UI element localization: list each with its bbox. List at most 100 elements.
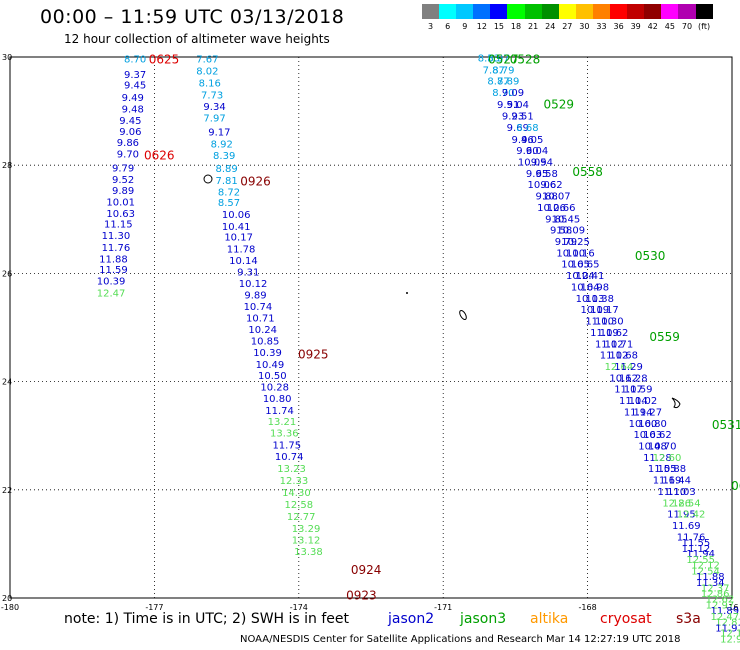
lat-lon-grid [10,57,732,598]
wave-height-value: 8.16 [199,79,221,90]
wave-height-value: 13.29 [292,524,321,535]
wave-height-value: 9.34 [203,102,225,113]
wave-height-value: 12.54 [672,498,701,509]
scale-swatch [678,4,696,19]
wave-height-value: 7.81 [215,176,237,187]
wave-height-value: 10.13 [576,294,605,305]
wave-height-value: 11.10 [585,317,614,328]
scale-swatch [695,4,713,19]
wave-height-value: 13.23 [277,464,306,475]
wave-height-value: 9.06 [119,127,141,138]
wave-height-value: 8.70 [124,55,146,66]
wave-height-value: 10.26 [537,203,566,214]
wave-height-value: 8.70 [492,88,514,99]
wave-height-value: 13.38 [294,547,323,558]
wave-height-value: 9.05 [521,135,543,146]
wave-height-value: 8.89 [215,164,237,175]
wave-height-value: 8.68 [516,123,538,134]
pass-time-label: 0924 [351,563,382,577]
wave-height-value: 11.75 [272,440,301,451]
x-tick-label: -177 [145,603,163,612]
wave-height-value: 10.17 [224,233,253,244]
wave-height-value: 12.86 [701,589,730,600]
wave-height-value: 8.97 [487,54,509,65]
wave-height-value: 13.21 [268,417,297,428]
x-tick-label: -16 [725,603,738,612]
wave-height-value: 11.04 [619,396,648,407]
pass-time-label: 0559 [649,330,680,344]
wave-height-value: 12.58 [284,500,313,511]
wave-height-value: 10.30 [595,317,624,328]
wave-height-value: 9.46 [511,135,533,146]
scale-swatch [592,4,611,19]
wave-height-value: 10.63 [633,430,662,441]
wave-height-value: 12.60 [653,453,682,464]
legend-s3a: s3a [676,611,701,627]
wave-height-value: 10.63 [106,209,135,220]
wave-height-value: 12.77 [287,512,316,523]
wave-height-value: 10.49 [256,360,285,371]
wave-height-value: 9.62 [540,180,562,191]
scale-swatch [439,4,457,19]
wave-height-value: 10.60 [629,419,658,430]
scale-label: 21 [528,22,539,31]
wave-height-value: 9.65 [526,169,548,180]
wave-height-value: 10.74 [244,302,273,313]
wave-height-value: 9.04 [526,146,548,157]
wave-height-value: 9.49 [122,93,144,104]
wave-height-value: 8.79 [492,66,514,77]
wave-height-value: 14.30 [282,488,311,499]
scale-swatch [422,4,440,19]
legend-altika: altika [530,611,569,627]
x-tick-label: -174 [290,603,308,612]
wave-height-value: 9.31 [237,267,259,278]
x-tick-label: -180 [1,603,19,612]
scale-swatch [507,4,525,19]
wave-height-value: 8.53 [478,54,500,65]
wave-height-value: 9.60 [516,146,538,157]
scale-label: 33 [596,22,607,31]
wave-height-value: 10.74 [275,452,304,463]
wave-height-value: 10.07 [542,192,571,203]
wave-height-value: 11.89 [710,606,739,617]
wave-height-value: 10.80 [638,419,667,430]
wave-height-value: 9.70 [117,149,139,160]
wave-height-value: 10.25 [561,237,590,248]
wave-height-value: 10.05 [518,157,547,168]
wave-height-value: 10.09 [556,226,585,237]
wave-height-value: 10.39 [253,348,282,359]
scale-label: 36 [613,22,624,31]
scale-label: 12 [476,22,487,31]
wave-height-value: 11.15 [104,220,133,231]
wave-height-value: 10.64 [571,282,600,293]
wave-height-value: 10.41 [222,222,251,233]
wave-height-value: 12.42 [677,510,706,521]
wave-height-value: 8.92 [211,140,233,151]
wave-height-value: 10.14 [229,256,258,267]
wave-height-value: 13.12 [292,536,321,547]
wave-height-value: 11.95 [667,510,696,521]
wave-height-value: 11.69 [672,521,701,532]
wave-height-value: 9.79 [112,163,134,174]
wave-height-value: 9.89 [112,186,134,197]
wave-height-value: 10.71 [605,339,634,350]
wave-height-value: 10.39 [97,277,126,288]
y-tick-label: 30 [2,53,12,62]
wave-height-value: 10.38 [585,294,614,305]
legend-jason3: jason3 [460,611,507,627]
pass-time-label: 0529 [543,98,574,112]
wave-height-value: 12.86 [662,498,691,509]
wave-height-value: 9.79 [555,237,577,248]
scale-label: 3 [428,22,434,31]
wave-height-value: 10.24 [566,271,595,282]
wave-height-value: 12.54 [691,566,720,577]
axis-ticks: -180 -177 -174 -171 -168 -16 30 28 26 24 22 20 [1,53,739,612]
wave-height-value: 11.69 [653,476,682,487]
pass-time-label: 0926 [240,174,271,188]
wave-height-value: 9.45 [124,81,146,92]
island-outline [406,292,408,294]
wave-height-value: 7.67 [196,55,218,66]
wave-height-value: 8.87 [487,76,509,87]
wave-height-value: 11.34 [696,578,725,589]
